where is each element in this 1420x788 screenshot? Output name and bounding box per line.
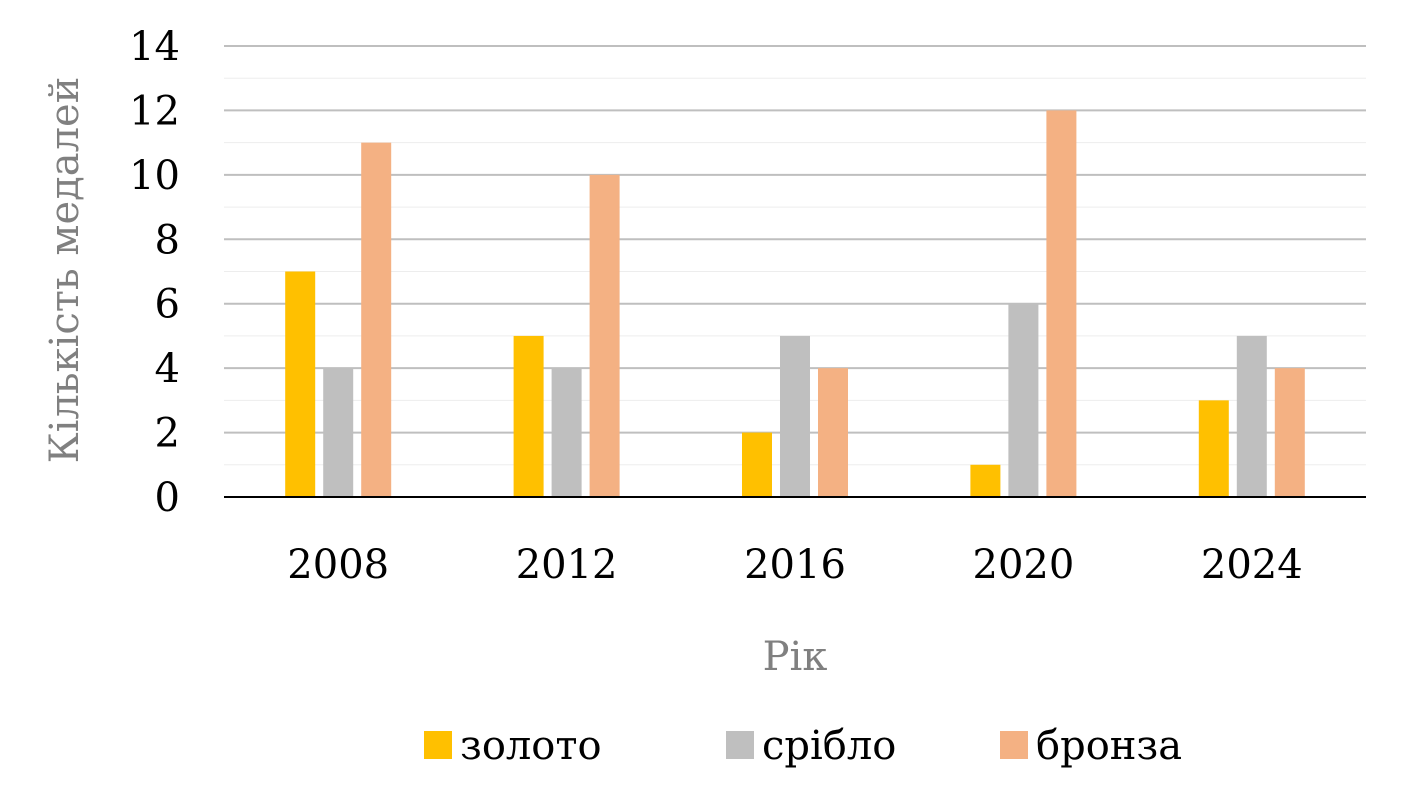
- bar-2008-series-1: [285, 271, 316, 497]
- bar-2008-series-2: [323, 368, 354, 497]
- x-tick-label: 2020: [973, 542, 1075, 588]
- x-tick-labels: 2008 2012 2016 2020 2024: [287, 542, 1302, 588]
- y-axis-title: Кількість медалей: [42, 77, 88, 464]
- y-tick-labels: 0 2 4 6 8 10 12 14: [129, 24, 180, 521]
- x-tick-label: 2008: [287, 542, 389, 588]
- bar-2012-series-3: [589, 174, 620, 497]
- legend-label: бронза: [1036, 723, 1182, 769]
- bar-2020-series-2: [1008, 303, 1039, 497]
- y-tick-label: 6: [155, 282, 180, 328]
- legend: золото срібло бронза: [424, 723, 1182, 769]
- bar-2024-series-3: [1274, 368, 1305, 497]
- x-tick-label: 2012: [516, 542, 618, 588]
- bar-2012-series-1: [513, 335, 544, 497]
- bar-2020-series-3: [1046, 110, 1077, 497]
- y-tick-label: 0: [155, 475, 180, 521]
- gridlines: [224, 45, 1366, 466]
- bar-2016-series-2: [780, 335, 810, 497]
- legend-swatch: [424, 731, 452, 759]
- y-tick-label: 2: [155, 411, 180, 457]
- legend-swatch: [1000, 731, 1028, 759]
- y-tick-label: 8: [155, 217, 180, 263]
- x-tick-label: 2016: [744, 542, 846, 588]
- legend-label: срібло: [762, 723, 896, 769]
- y-tick-label: 12: [129, 88, 180, 134]
- bars: [285, 110, 1305, 497]
- legend-label: золото: [460, 723, 602, 769]
- bar-2016-series-1: [742, 432, 772, 497]
- x-tick-label: 2024: [1201, 542, 1303, 588]
- y-tick-label: 10: [129, 153, 180, 199]
- bar-2016-series-3: [818, 368, 848, 497]
- legend-swatch: [726, 731, 754, 759]
- bar-2024-series-2: [1236, 335, 1267, 497]
- bar-2012-series-2: [551, 368, 582, 497]
- bar-2024-series-1: [1198, 400, 1229, 497]
- bar-2008-series-3: [361, 142, 392, 497]
- y-tick-label: 14: [129, 24, 180, 70]
- y-tick-label: 4: [155, 346, 180, 392]
- x-axis-title: Рік: [763, 634, 828, 680]
- bar-2020-series-1: [970, 464, 1001, 497]
